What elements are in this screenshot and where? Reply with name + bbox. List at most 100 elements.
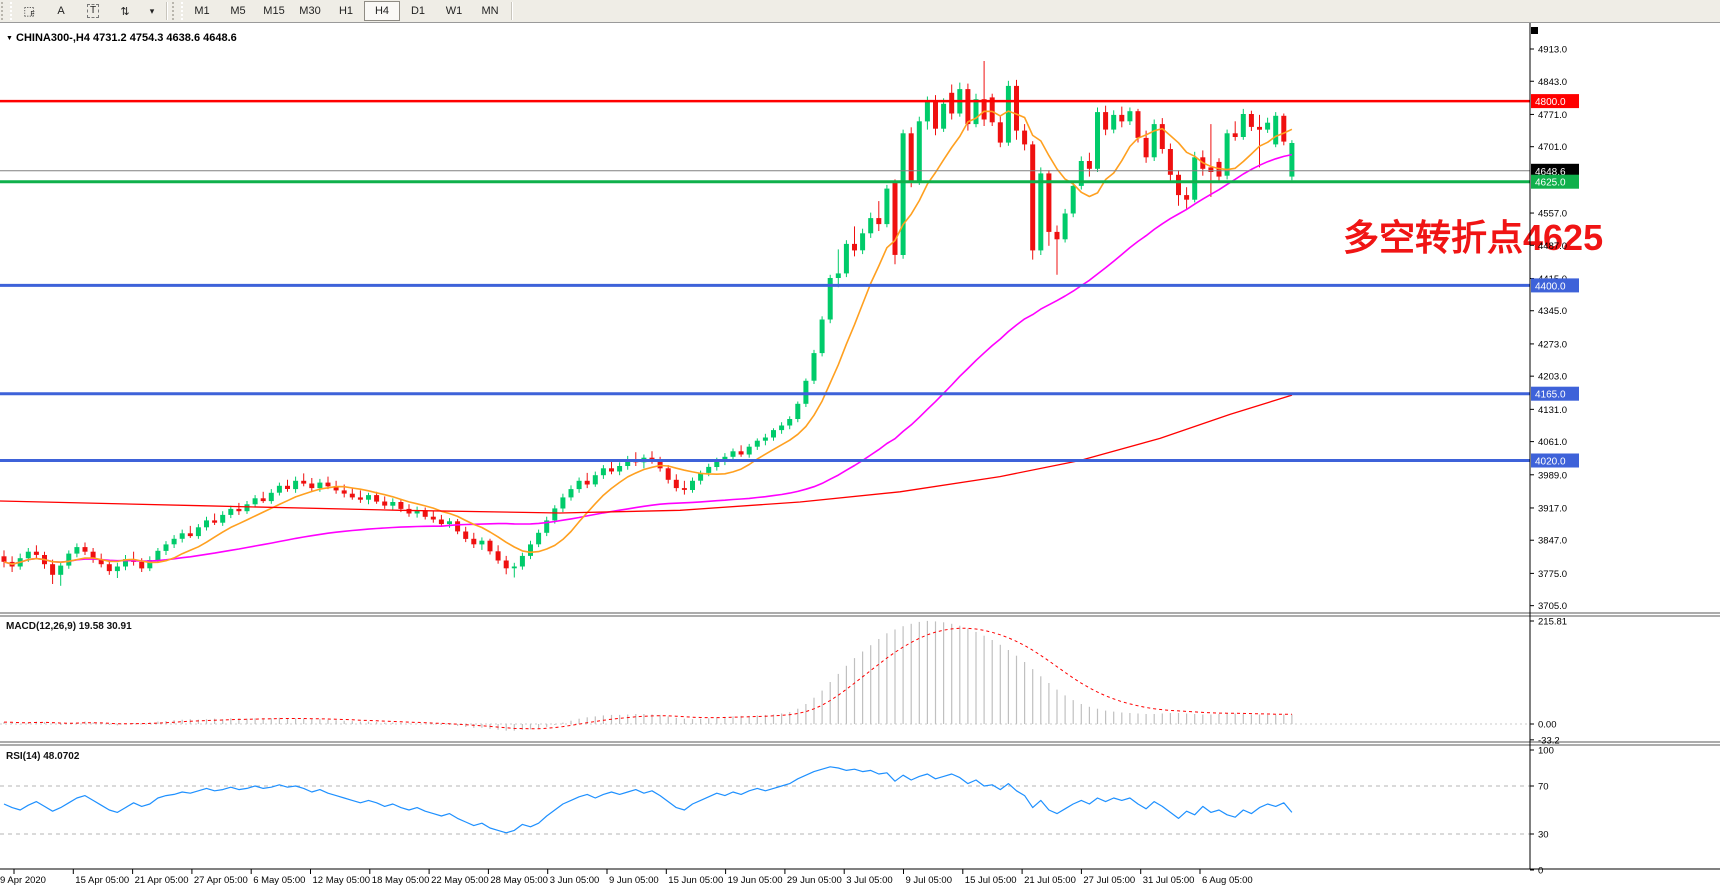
- candle: [147, 560, 153, 569]
- candle: [1119, 114, 1125, 122]
- price-badge-4648.6: [1531, 163, 1579, 178]
- candle: [908, 133, 914, 182]
- main-toolbar: ⬚ F A T ⇅ ▾ M1 M5 M15 M30 H1 H4 D1 W1 MN: [0, 0, 1720, 23]
- text-label-tool-button[interactable]: A: [57, 5, 65, 17]
- candle: [293, 480, 299, 490]
- candle: [973, 99, 979, 125]
- candle: [989, 97, 995, 123]
- candle: [1, 556, 7, 562]
- candle: [795, 403, 801, 419]
- candle: [860, 233, 866, 251]
- candle: [1111, 114, 1117, 130]
- timeframe-group: M1 M5 M15 M30 H1 H4 D1 W1 MN: [184, 0, 508, 22]
- candle: [487, 540, 493, 552]
- candle: [1192, 157, 1198, 200]
- candle: [1103, 112, 1109, 130]
- timeframe-m30-button[interactable]: M30: [299, 5, 321, 17]
- candle: [609, 468, 614, 472]
- candle: [1070, 185, 1076, 214]
- candle: [560, 497, 566, 509]
- candle: [528, 544, 533, 556]
- time-tick-label: 27 Jul 05:00: [1083, 875, 1135, 886]
- candle: [123, 559, 128, 567]
- price-tick-label: 3847.0: [1538, 536, 1567, 547]
- price-badge-4165.0: [1531, 386, 1579, 401]
- chart-canvas[interactable]: ▼ CHINA300-,H4 4731.2 4754.3 4638.6 4648.…: [0, 23, 1720, 893]
- ma-long-red-line: [0, 394, 1293, 514]
- cycle-arrows-tool-button[interactable]: ⇅: [120, 5, 130, 18]
- candle: [1086, 161, 1092, 169]
- price-pane[interactable]: [0, 23, 1530, 613]
- time-tick-label: 15 Jul 05:00: [965, 875, 1017, 886]
- candle: [1248, 114, 1254, 127]
- candle: [90, 551, 96, 560]
- timeframe-w1-button[interactable]: W1: [445, 5, 463, 17]
- annotation-text: 多空转折点4625: [1343, 217, 1603, 258]
- candle: [730, 451, 736, 457]
- candle: [592, 475, 598, 485]
- candle: [455, 521, 461, 532]
- candle: [981, 99, 987, 120]
- price-badge-label: 4800.0: [1535, 97, 1566, 108]
- text-box-tool-button[interactable]: T: [77, 1, 109, 21]
- timeframe-h1-button[interactable]: H1: [338, 5, 354, 17]
- rsi-tick-label: 70: [1538, 782, 1549, 793]
- price-tick-label: 4913.0: [1538, 45, 1567, 56]
- tools-dropdown-button[interactable]: ▾: [149, 5, 155, 16]
- candle: [33, 551, 39, 555]
- price-tick-label: 4061.0: [1538, 437, 1567, 448]
- candle: [374, 495, 380, 502]
- candle: [1127, 111, 1133, 122]
- candle: [228, 508, 234, 515]
- candle: [82, 547, 88, 552]
- chart-shift-marker[interactable]: [1531, 27, 1538, 34]
- macd-histogram: [3, 620, 1293, 731]
- candle: [706, 466, 712, 473]
- rsi-label: RSI(14) 48.0702: [6, 751, 80, 762]
- candle: [924, 102, 930, 122]
- time-tick-label: 22 May 05:00: [431, 875, 489, 886]
- macd-label: MACD(12,26,9) 19.58 30.91: [6, 621, 132, 632]
- price-badge-4800.0: [1531, 94, 1579, 109]
- candle: [438, 519, 444, 525]
- candle: [738, 451, 744, 455]
- timeframe-d1-button[interactable]: D1: [410, 5, 426, 17]
- rsi-tick-label: 0: [1538, 866, 1543, 877]
- candle: [714, 460, 720, 467]
- price-tick-label: 4203.0: [1538, 372, 1567, 383]
- candle: [519, 555, 525, 567]
- timeframe-m5-button[interactable]: M5: [230, 5, 246, 17]
- candle: [471, 538, 477, 545]
- candle: [1022, 130, 1028, 145]
- macd-tick-label: -33.2: [1538, 735, 1560, 746]
- time-tick-label: 9 Apr 2020: [0, 875, 46, 886]
- time-tick-label: 6 May 05:00: [253, 875, 305, 886]
- toolbar-grip[interactable]: [1, 2, 12, 20]
- candle: [1289, 143, 1295, 177]
- candle: [681, 488, 687, 490]
- toolbar-grip-2[interactable]: [172, 2, 183, 20]
- rsi-pane[interactable]: [0, 745, 1530, 869]
- candle: [1054, 231, 1060, 240]
- timeframe-mn-button[interactable]: MN: [481, 5, 499, 17]
- price-badge-4020.0: [1531, 453, 1579, 468]
- timeframe-h4-button[interactable]: H4: [364, 1, 400, 21]
- candle: [552, 508, 558, 521]
- ma-slow-magenta-line: [3, 153, 1293, 566]
- candle: [357, 497, 363, 500]
- candle: [1014, 85, 1019, 131]
- candle: [317, 482, 323, 489]
- time-tick-label: 6 Aug 05:00: [1202, 875, 1253, 886]
- timeframe-m1-button[interactable]: M1: [194, 5, 210, 17]
- rsi-tick-label: 100: [1538, 746, 1554, 757]
- candle: [754, 440, 760, 447]
- timeframe-m15-button[interactable]: M15: [263, 5, 285, 17]
- candle: [479, 540, 485, 545]
- dashed-box-f-tool-button[interactable]: ⬚ F: [23, 4, 35, 18]
- candle: [997, 122, 1003, 143]
- candle: [584, 480, 590, 485]
- candle: [495, 551, 501, 561]
- time-tick-label: 3 Jun 05:00: [550, 875, 600, 886]
- price-badge-label: 4400.0: [1535, 281, 1566, 292]
- time-tick-label: 27 Apr 05:00: [194, 875, 248, 886]
